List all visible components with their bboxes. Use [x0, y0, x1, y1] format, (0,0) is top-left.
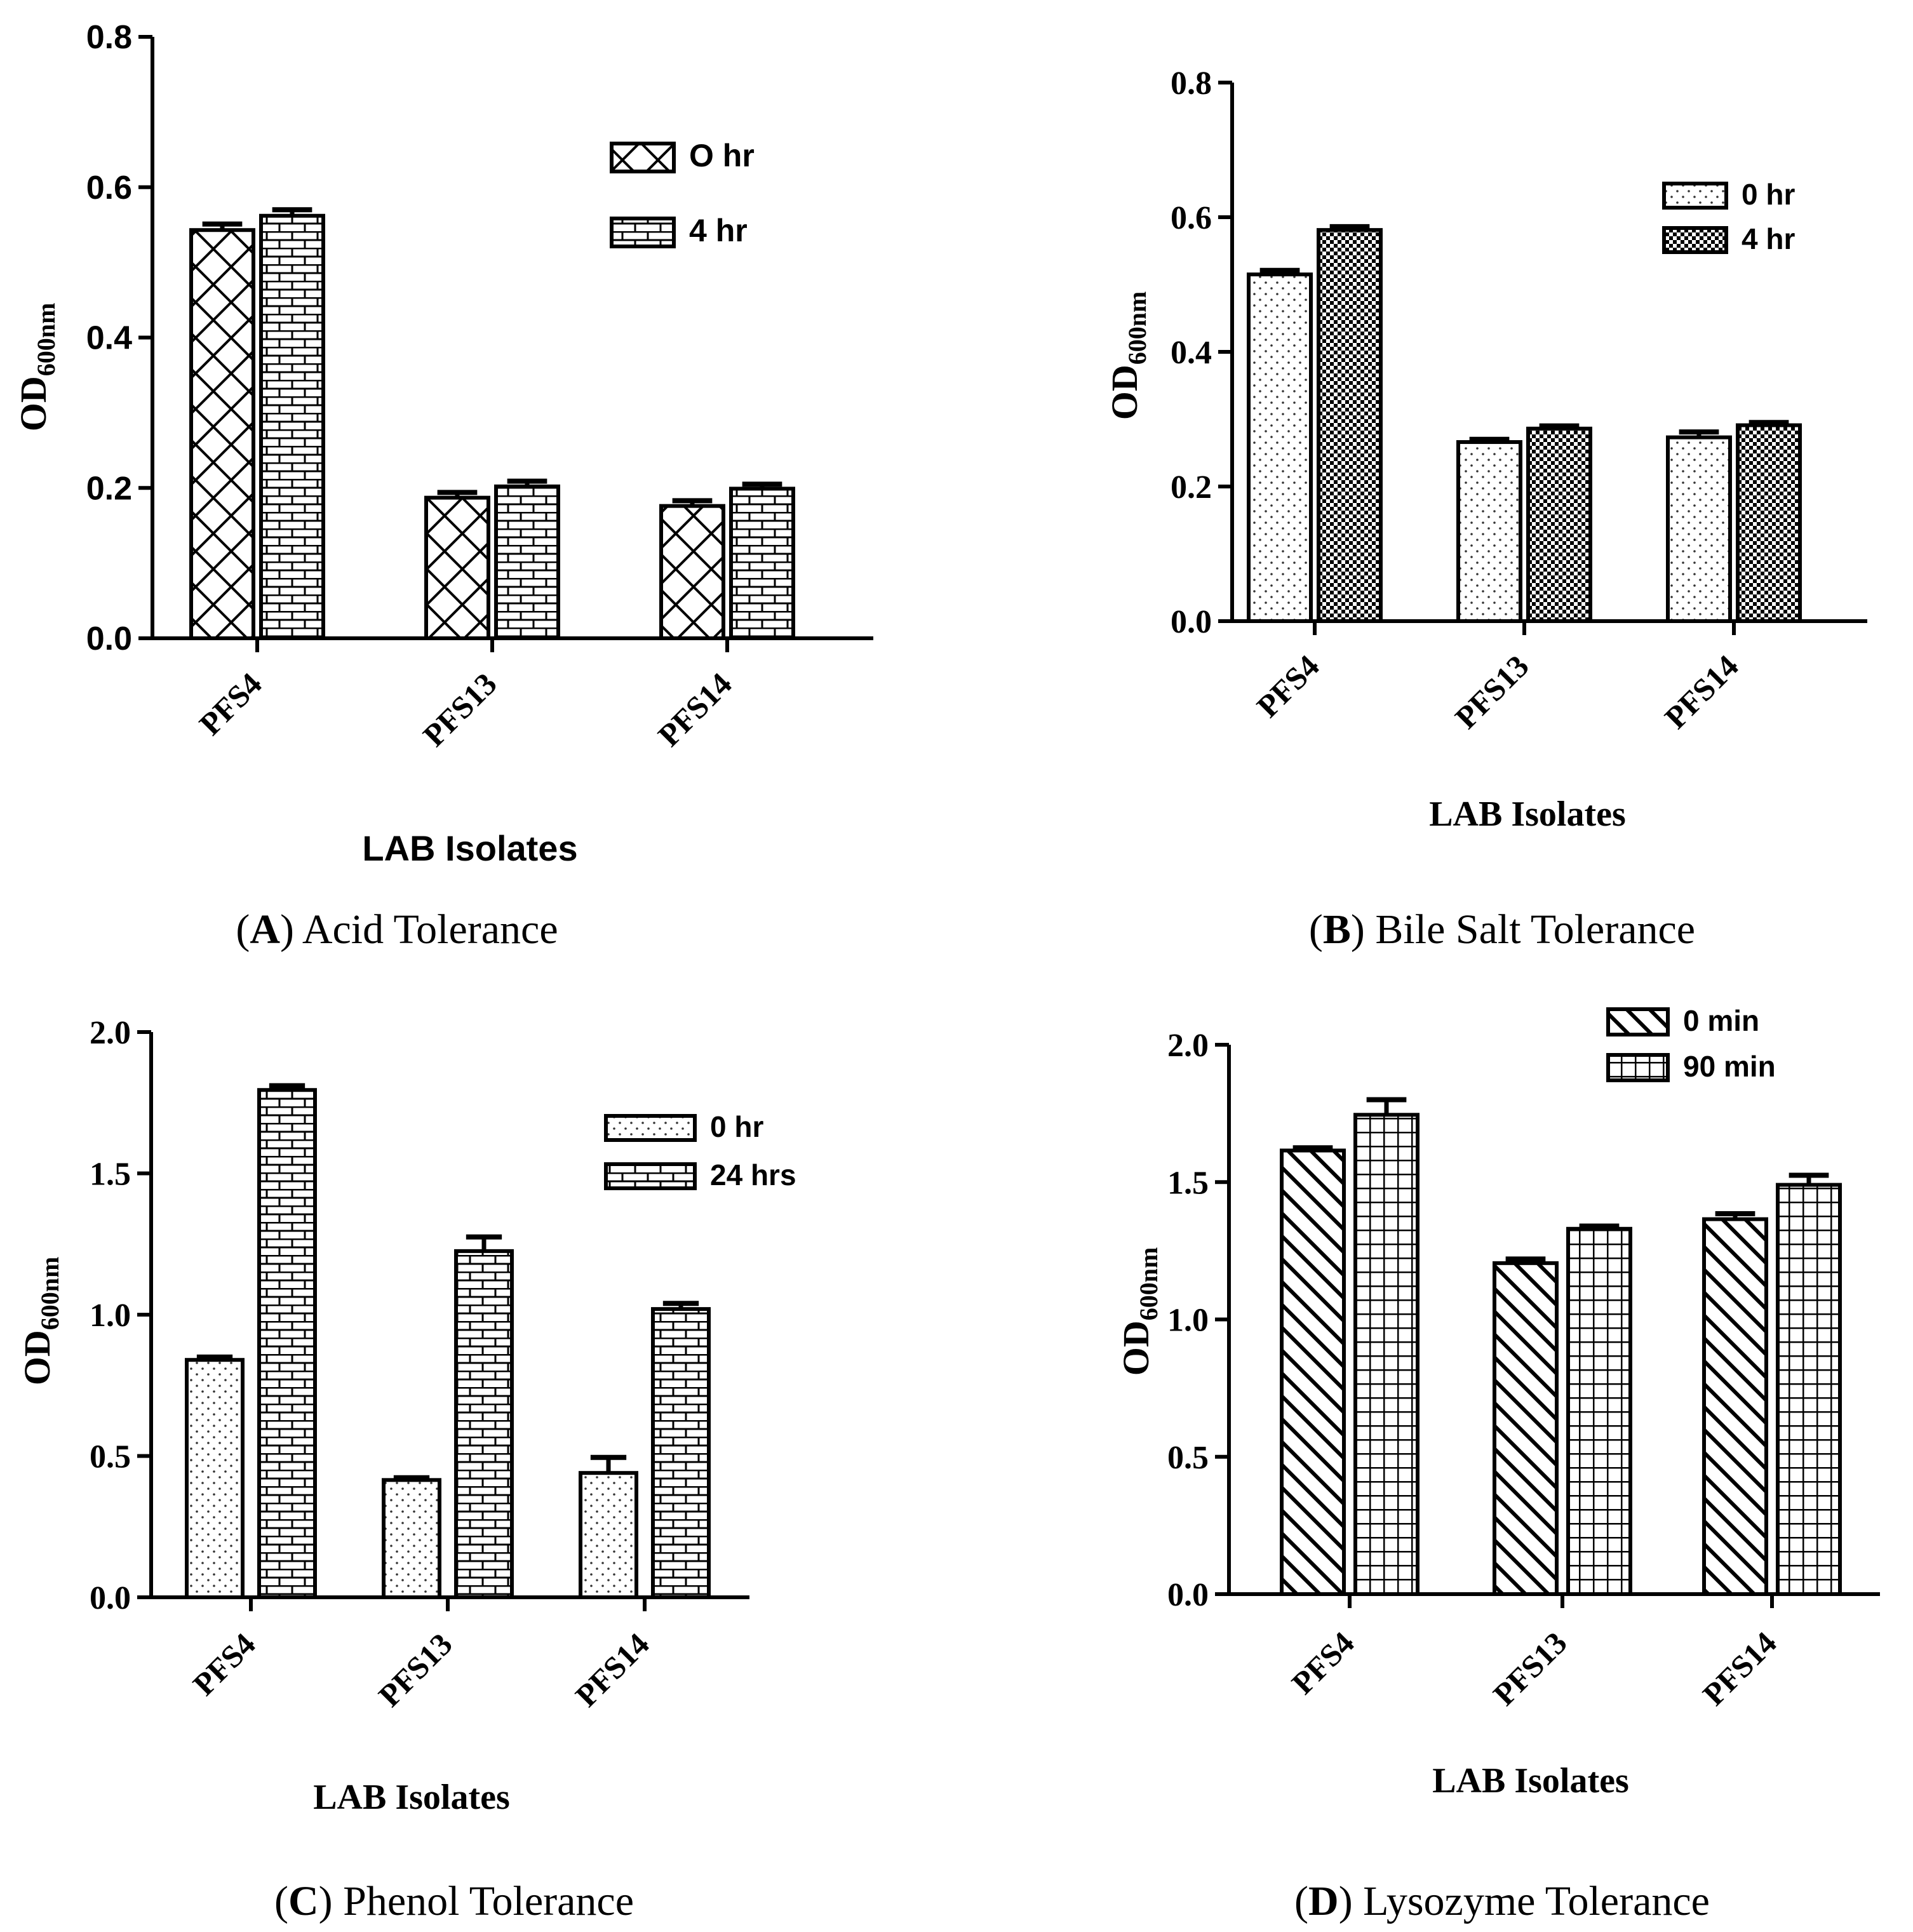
panel-a-caption: (A) Acid Tolerance [236, 906, 558, 953]
panel-c-bar-0-hr [185, 1358, 245, 1599]
panel-a-legend: O hr 4 hr [610, 138, 755, 248]
panel-c-y-tick-label: 0.0 [90, 1580, 131, 1616]
panel-b-bile-salt-tolerance: 0.0 0.2 0.4 0.6 0.8 PFS4 PFS13 PFS14 0 hr 4 hr O… [1104, 65, 1867, 953]
panel-b-bar-0-hr [1247, 272, 1313, 624]
panel-b-legend: 0 hr 4 hr [1662, 178, 1795, 255]
panel-a-y-tick-label: 0.4 [86, 320, 132, 357]
panel-c-phenol-tolerance: 0.0 0.5 1.0 1.5 2.0 PFS4 PFS13 PFS14 0 hr 24 hrs… [17, 1015, 796, 1924]
panel-c-ylabel: OD600nm [17, 1257, 64, 1386]
panel-d-bar-0-min [1280, 1148, 1346, 1596]
panel-d-legend: 0 min 90 min [1606, 1004, 1776, 1083]
panel-b-category-label: PFS13 [1448, 648, 1536, 735]
panel-a-y-tick-label: 0.8 [86, 19, 132, 56]
panel-c-y-tick-label: 1.0 [90, 1298, 131, 1334]
panel-a-xlabel: LAB Isolates [362, 828, 577, 868]
panel-c-bar-0-hr [579, 1471, 638, 1599]
panel-b-category-label: PFS14 [1658, 648, 1745, 735]
panel-b-bar-0-hr [1666, 435, 1732, 623]
panel-d-legend-label: 0 min [1683, 1004, 1759, 1037]
panel-a-y-tick-label: 0.6 [86, 170, 132, 206]
panel-d-bar-0-min [1493, 1261, 1559, 1596]
panel-d-legend-swatch [1606, 1007, 1670, 1036]
panel-c-category-label: PFS14 [568, 1626, 656, 1714]
panel-b-xlabel: LAB Isolates [1429, 795, 1626, 834]
panel-c-legend-swatch [604, 1162, 697, 1190]
panel-d-category-label: PFS13 [1486, 1625, 1574, 1712]
panel-b-bars [1247, 224, 1802, 624]
panel-a-bars [189, 207, 795, 641]
panel-a-bar-o-hr [189, 228, 255, 640]
panel-b-legend-label: 4 hr [1742, 222, 1795, 255]
panel-a-bar-4-hr [259, 213, 325, 641]
panel-b-bar-4-hr [1736, 423, 1802, 623]
panel-b-category-label: PFS4 [1250, 648, 1326, 724]
panel-c-bar-24-hrs [651, 1307, 711, 1600]
panel-c-bar-24-hrs [454, 1249, 514, 1599]
panel-a-bar-4-hr [729, 486, 795, 641]
panel-a-bar-o-hr [424, 495, 490, 640]
panel-b-legend-swatch [1662, 182, 1728, 210]
panel-c-y-tick-label: 0.5 [90, 1439, 131, 1475]
panel-a-bar-o-hr [659, 504, 725, 640]
panel-d-category-label: PFS4 [1285, 1625, 1361, 1701]
panel-d-ylabel: OD600nm [1115, 1247, 1163, 1376]
panel-d-legend-label: 90 min [1683, 1050, 1776, 1083]
panel-b-y-tick-label: 0.2 [1171, 469, 1212, 506]
panel-a-legend-swatch [610, 217, 676, 248]
panel-a-category-label: PFS4 [192, 666, 269, 742]
panel-d-y-tick-label: 0.5 [1167, 1440, 1209, 1476]
panel-d-bar-90-min [1566, 1226, 1632, 1596]
panel-d-bar-0-min [1702, 1217, 1768, 1596]
panel-b-y-tick-label: 0.6 [1171, 200, 1212, 236]
panel-b-bar-4-hr [1317, 228, 1383, 623]
panel-c-y-tick-label: 2.0 [90, 1015, 131, 1051]
panel-c-bar-24-hrs [257, 1088, 317, 1599]
panel-d-lysozyme-tolerance: 0.0 0.5 1.0 1.5 2.0 PFS4 PFS13 PFS14 0 min 90 mi… [1115, 1004, 1880, 1924]
panel-a-y-tick-label: 0.0 [86, 621, 132, 657]
panel-d-bar-90-min [1776, 1183, 1842, 1596]
panel-a-ylabel: OD600nm [13, 303, 60, 432]
panel-c-legend: 0 hr 24 hrs [604, 1110, 796, 1191]
panel-d-y-tick-label: 1.5 [1167, 1165, 1209, 1201]
panel-d-y-tick-label: 1.0 [1167, 1303, 1209, 1339]
panel-d-xlabel: LAB Isolates [1432, 1761, 1629, 1801]
panel-c-category-label: PFS13 [372, 1626, 459, 1714]
panel-c-legend-label: 24 hrs [710, 1158, 796, 1191]
panel-d-bar-90-min [1353, 1113, 1420, 1596]
panel-a-acid-tolerance: 0.0 0.2 0.4 0.6 0.8 PFS4 PFS13 PFS14 O hr 4 hr O… [13, 19, 873, 953]
panel-b-caption: (B) Bile Salt Tolerance [1309, 906, 1695, 953]
panel-b-legend-label: 0 hr [1742, 178, 1795, 211]
panel-d-caption: (D) Lysozyme Tolerance [1294, 1878, 1710, 1924]
panel-a-legend-label: O hr [689, 138, 755, 173]
panel-c-y-tick-label: 1.5 [90, 1157, 131, 1193]
panel-b-y-tick-label: 0.8 [1171, 65, 1212, 102]
panel-c-xlabel: LAB Isolates [313, 1778, 510, 1817]
panel-c-category-label: PFS4 [186, 1626, 262, 1702]
panel-a-category-label: PFS14 [651, 666, 739, 753]
panel-c-bars [185, 1083, 711, 1600]
panel-d-category-label: PFS14 [1696, 1625, 1783, 1712]
panel-d-y-tick-label: 0.0 [1167, 1577, 1209, 1613]
panel-a-y-tick-label: 0.2 [86, 470, 132, 507]
panel-b-y-tick-label: 0.0 [1171, 604, 1212, 640]
panel-d-y-tick-label: 2.0 [1167, 1028, 1209, 1064]
panel-a-legend-label: 4 hr [689, 213, 748, 248]
panel-c-caption: (C) Phenol Tolerance [274, 1878, 634, 1924]
panel-a-legend-swatch [610, 142, 676, 173]
panel-b-bar-0-hr [1456, 440, 1522, 623]
panel-b-y-tick-label: 0.4 [1171, 335, 1212, 371]
panel-c-bar-0-hr [382, 1478, 441, 1599]
panel-c-legend-label: 0 hr [710, 1110, 763, 1143]
panel-d-legend-swatch [1606, 1053, 1670, 1082]
panel-b-ylabel: OD600nm [1104, 292, 1151, 420]
panel-b-bar-4-hr [1526, 426, 1592, 624]
panel-a-category-label: PFS13 [416, 666, 504, 753]
panel-d-bars [1280, 1097, 1842, 1596]
panel-c-legend-swatch [604, 1114, 697, 1142]
panel-b-legend-swatch [1662, 226, 1728, 254]
panel-a-bar-4-hr [494, 484, 560, 640]
